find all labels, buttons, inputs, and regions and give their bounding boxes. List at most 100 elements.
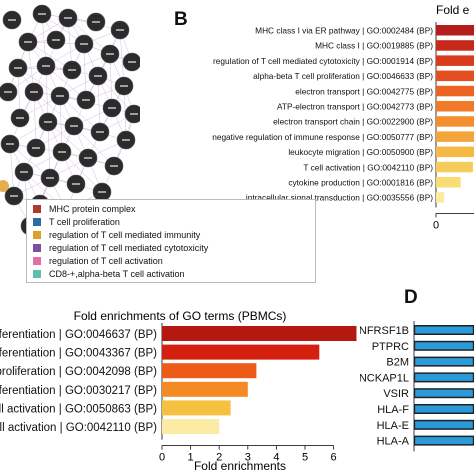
panel-c-chart: Fold enrichments of GO terms (PBMCs) Fol… <box>0 309 357 473</box>
network-legend: MHC protein complex T cell proliferation r… <box>26 199 316 283</box>
network-edge <box>33 91 37 149</box>
panel-c-bar <box>162 400 231 416</box>
panel-d-bar <box>415 405 473 413</box>
legend-item: regulation of T cell mediated cytotoxici… <box>33 241 208 254</box>
panel-c-x-tick-label: 4 <box>273 452 279 464</box>
panel-b-category-label: ATP-electron transport | GO:0042773 (BP) <box>277 102 433 112</box>
panel-d-bar <box>415 358 473 366</box>
network-node-label <box>58 151 66 153</box>
panel-c-x-tick-label: 2 <box>216 452 222 464</box>
network-node-label <box>130 113 138 115</box>
panel-d-category-label: VSIR <box>383 388 409 400</box>
panel-b-letter: B <box>174 9 188 30</box>
legend-item: CD8-+,alpha-beta T cell activation <box>33 267 185 280</box>
panel-c-bar <box>162 363 257 379</box>
panel-c-bar <box>162 326 357 341</box>
panel-c-category-label: ifferentiation | GO:0046637 (BP) <box>0 329 157 341</box>
legend-label: regulation of T cell activation <box>49 255 163 266</box>
panel-b-x-tick-label: 0 <box>433 219 439 231</box>
network-node-label <box>128 61 136 63</box>
panel-d-bar <box>415 389 473 397</box>
network-node-label <box>122 139 130 141</box>
legend-item: MHC protein complex <box>33 202 136 215</box>
network-node-label <box>32 147 40 149</box>
panel-b-bar <box>436 55 474 66</box>
panel-b-title: Fold e <box>436 3 470 17</box>
network-node-label <box>108 107 116 109</box>
panel-b-category-label: T cell activation | GO:0042110 (BP) <box>303 162 433 172</box>
panel-b-category-label: intracellular signal transduction | GO:0… <box>246 193 433 203</box>
panel-b-category-label: cytokine production | GO:0001816 (BP) <box>288 178 433 188</box>
network-node-label <box>64 17 72 19</box>
panel-c-category-label: ifferentiation | GO:0030217 (BP) <box>0 385 157 397</box>
legend-swatch <box>33 230 41 239</box>
panel-d-category-label: HLA-A <box>377 436 410 448</box>
panel-d-bar <box>415 421 473 429</box>
network-edge <box>73 125 115 167</box>
network-node-label <box>52 39 60 41</box>
network-node-label <box>30 91 38 93</box>
panel-d-bar <box>415 373 473 381</box>
network-node-label <box>56 95 64 97</box>
network-edge <box>83 43 87 101</box>
legend-item: T cell proliferation <box>33 215 120 228</box>
panel-d-category-label: NCKAP1L <box>360 372 409 384</box>
network-node-highlight <box>0 180 9 192</box>
panel-b-bar <box>436 177 461 188</box>
panel-d-category-label: PTPRC <box>372 341 409 353</box>
panel-b-bar <box>436 146 474 158</box>
panel-c-category-label: cell activation | GO:0042110 (BP) <box>0 422 157 434</box>
network-node-label <box>96 131 104 133</box>
panel-c-x-tick-label: 3 <box>245 452 251 464</box>
panel-b-bar <box>436 85 474 97</box>
panel-c-x-tick-label: 6 <box>331 452 337 464</box>
network-node-label <box>4 91 12 93</box>
legend-swatch <box>33 256 41 265</box>
network-node-label <box>110 165 118 167</box>
panel-d-category-label: HLA-E <box>377 420 409 432</box>
network-node-label <box>10 195 18 197</box>
network-node-label <box>68 69 76 71</box>
panel-b-bar <box>436 161 473 173</box>
network-node-label <box>80 43 88 45</box>
network-node-label <box>70 125 78 127</box>
panel-c-bar <box>162 381 248 397</box>
panel-b-category-label: negative regulation of immune response |… <box>212 132 433 142</box>
panel-c-title: Fold enrichments of GO terms (PBMCs) <box>74 309 287 323</box>
network-node-label <box>38 13 46 15</box>
network-node-label <box>92 21 100 23</box>
panel-b-bar <box>436 192 445 203</box>
panel-b-category-label: MHC class I | GO:0019885 (BP) <box>315 41 433 51</box>
network-node-label <box>84 157 92 159</box>
legend-label: regulation of T cell mediated cytotoxici… <box>49 242 209 253</box>
panel-c-category-label: nproliferation | GO:0042098 (BP) <box>0 366 157 378</box>
network-node-label <box>106 53 114 55</box>
legend-label: T cell proliferation <box>49 216 120 227</box>
network-edge <box>97 75 101 133</box>
panel-b-bar <box>436 116 474 127</box>
legend-label: CD8-+,alpha-beta T cell activation <box>49 268 185 279</box>
legend-swatch <box>33 204 41 213</box>
network-node-label <box>24 41 32 43</box>
network-node-label <box>16 117 24 119</box>
legend-item: regulation of T cell mediated immunity <box>33 228 200 241</box>
network-node-label <box>94 75 102 77</box>
network-node-label <box>6 143 14 145</box>
legend-label: regulation of T cell mediated immunity <box>49 229 201 240</box>
panel-d-letter: D <box>404 287 418 308</box>
panel-c-category-label: cell activation | GO:0050863 (BP) <box>0 403 157 415</box>
panel-b-category-label: alpha-beta T cell proliferation | GO:004… <box>253 71 433 81</box>
panel-c-x-tick-label: 1 <box>188 452 194 464</box>
legend-swatch <box>33 269 41 278</box>
network-node-label <box>8 19 16 21</box>
panel-b-category-label: leukocyte migration | GO:0050900 (BP) <box>288 147 433 157</box>
network-node-label <box>46 177 54 179</box>
network-node-label <box>116 29 124 31</box>
panel-b-bar <box>436 131 474 142</box>
panel-c-bar <box>162 419 220 434</box>
network-node-label <box>20 171 28 173</box>
network-node-label <box>72 183 80 185</box>
legend-label: MHC protein complex <box>49 203 136 214</box>
panel-c-category-label: ifferentiation | GO:0043367 (BP) <box>0 348 157 360</box>
network-node-label <box>98 191 106 193</box>
